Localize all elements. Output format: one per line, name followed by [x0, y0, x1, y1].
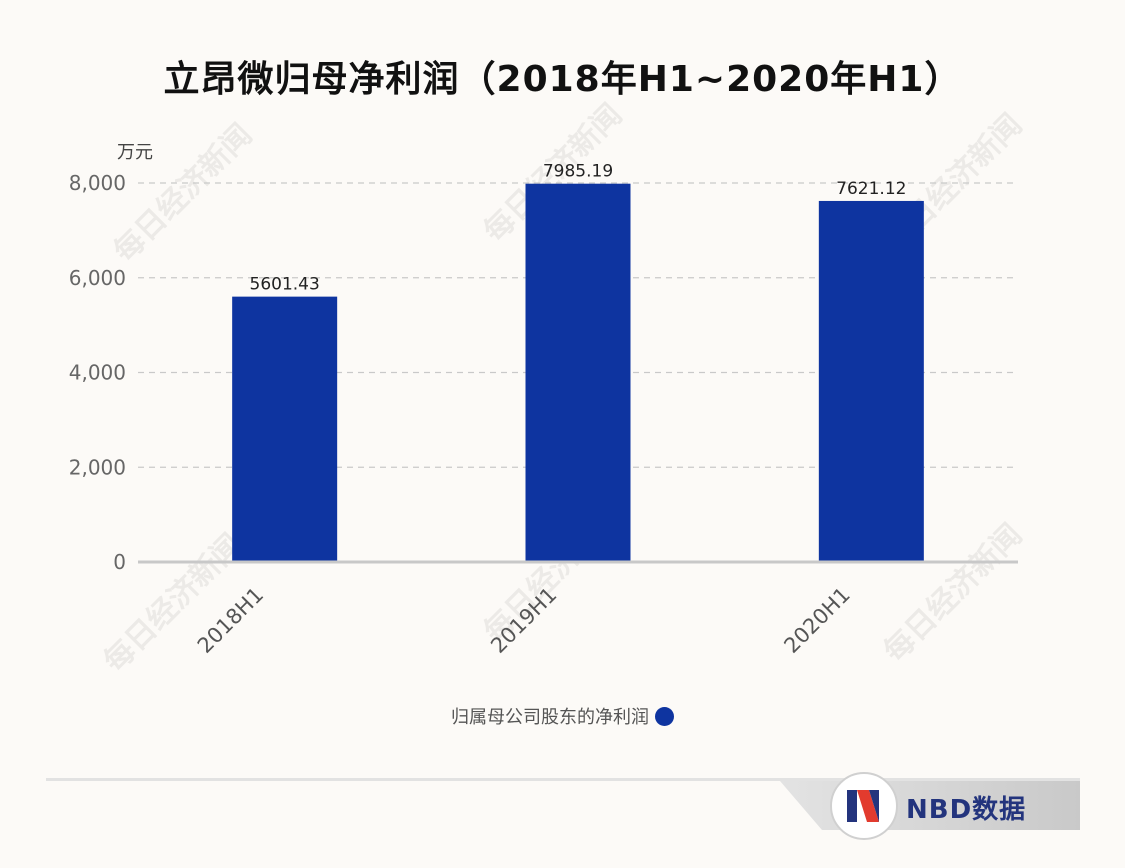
footer-divider — [46, 778, 1080, 781]
y-tick-label: 4,000 — [69, 361, 126, 385]
legend-label: 归属母公司股东的净利润 — [451, 707, 649, 728]
legend: 归属母公司股东的净利润 — [0, 703, 1125, 729]
bar-value-label: 7621.12 — [836, 179, 906, 199]
watermark-text: 每日经济新闻 — [107, 117, 259, 269]
bars: 5601.43 7985.19 7621.12 — [232, 162, 924, 562]
bar-value-label: 5601.43 — [250, 275, 320, 295]
bar-value-label: 7985.19 — [543, 162, 613, 182]
brand-text: NBD数据 — [906, 795, 1027, 825]
y-axis-unit: 万元 — [117, 142, 153, 163]
bar — [818, 200, 924, 562]
y-tick-label: 6,000 — [69, 266, 126, 290]
x-category-label: 2020H1 — [779, 583, 854, 658]
y-tick-label: 8,000 — [69, 171, 126, 195]
legend-dot-icon — [655, 707, 674, 726]
y-tick-label: 2,000 — [69, 455, 126, 479]
nbd-n-mark-icon — [847, 790, 879, 822]
bar — [232, 296, 338, 562]
y-tick-label: 0 — [113, 550, 126, 574]
y-axis-ticks: 0 2,000 4,000 6,000 8,000 — [69, 171, 126, 574]
bar — [525, 183, 631, 562]
nbd-logo-icon — [830, 772, 898, 840]
chart-title: 立昂微归母净利润（2018年H1~2020年H1） — [163, 59, 962, 100]
